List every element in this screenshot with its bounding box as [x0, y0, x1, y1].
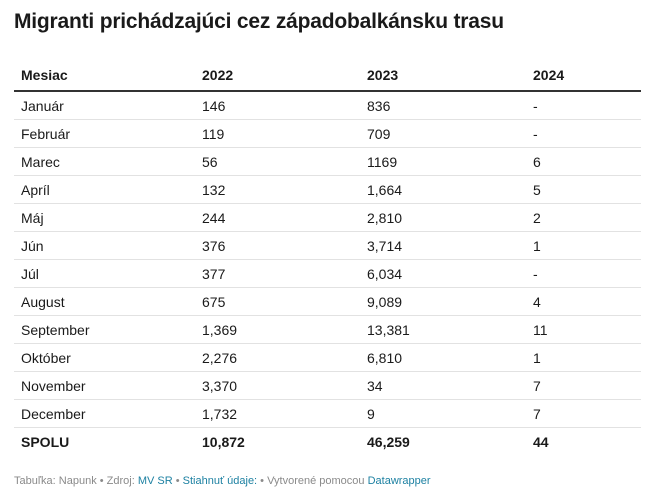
- footer-separator: •: [172, 475, 183, 487]
- cell-2024: -: [526, 259, 641, 288]
- table-row: Január 146 836-: [14, 91, 641, 120]
- cell-2024: 7: [526, 371, 641, 400]
- chart-footer: Tabuľka: Napunk • Zdroj: MV SR • Stiahnu…: [14, 475, 431, 487]
- cell-2023: 1,664: [360, 175, 526, 204]
- header-row: Mesiac 2022 2023 2024: [14, 59, 641, 92]
- cell-2022: 146: [195, 91, 360, 120]
- table-row: Júl 377 6,034-: [14, 259, 641, 288]
- cell-2022: 119: [195, 119, 360, 148]
- cell-2022: 132: [195, 175, 360, 204]
- table-row: September 1,369 13,381 11: [14, 315, 641, 344]
- cell-month: Marec: [14, 147, 195, 176]
- footer-prefix: Tabuľka: Napunk • Zdroj:: [14, 475, 138, 487]
- cell-2024: 6: [526, 147, 641, 176]
- cell-2024: -: [526, 119, 641, 148]
- cell-month: August: [14, 287, 195, 316]
- cell-month: December: [14, 399, 195, 428]
- cell-month: Jún: [14, 231, 195, 260]
- column-header-2022: 2022: [195, 59, 360, 92]
- cell-2024: 5: [526, 175, 641, 204]
- cell-month: Máj: [14, 203, 195, 232]
- cell-2023: 709: [360, 119, 526, 148]
- total-row: SPOLU 10,872 46,259 44: [14, 428, 641, 456]
- cell-2022: 2,276: [195, 343, 360, 372]
- cell-2024: 11: [526, 315, 641, 344]
- column-header-2024: 2024: [526, 59, 641, 92]
- cell-2024: 2: [526, 203, 641, 232]
- cell-2022: 244: [195, 203, 360, 232]
- table-row: Október 2,276 6,810 1: [14, 343, 641, 372]
- cell-2023: 6,034: [360, 259, 526, 288]
- cell-2023: 836: [360, 91, 526, 120]
- cell-2024: -: [526, 91, 641, 120]
- cell-2022: 376: [195, 231, 360, 260]
- cell-2023: 13,381: [360, 315, 526, 344]
- cell-month: SPOLU: [21, 433, 70, 450]
- cell-2023: 2,810: [360, 203, 526, 232]
- table-row: Február 119 709-: [14, 119, 641, 148]
- cell-2024: 1: [526, 231, 641, 260]
- table-row: December 1,732 9 7: [14, 399, 641, 428]
- cell-2022: 377: [195, 259, 360, 288]
- cell-2022: 1,732: [195, 399, 360, 428]
- table-row: Máj 244 2,810 2: [14, 203, 641, 232]
- cell-2022: 1,369: [195, 315, 360, 344]
- table-row: Marec 56 1169 6: [14, 147, 641, 176]
- cell-month: Február: [14, 119, 195, 148]
- cell-2022: 56: [195, 147, 360, 176]
- cell-2024: 44: [533, 433, 549, 450]
- table-row: August 675 9,089 4: [14, 287, 641, 316]
- cell-2022: 675: [195, 287, 360, 316]
- cell-2023: 3,714: [360, 231, 526, 260]
- column-header-2023: 2023: [360, 59, 526, 92]
- column-header-month: Mesiac: [14, 59, 195, 92]
- source-link[interactable]: MV SR: [137, 475, 173, 487]
- cell-month: Október: [14, 343, 195, 372]
- cell-month: Júl: [14, 259, 195, 288]
- footer-credit: • Vytvorené pomocou: [257, 475, 368, 487]
- download-data-link[interactable]: Stiahnuť údaje:: [182, 475, 258, 487]
- table-row: Apríl 132 1,664 5: [14, 175, 641, 204]
- cell-month: Január: [14, 91, 195, 120]
- cell-month: November: [14, 371, 195, 400]
- table-row: Jún 376 3,714 1: [14, 231, 641, 260]
- cell-2023: 46,259: [367, 433, 410, 450]
- cell-2024: 1: [526, 343, 641, 372]
- datawrapper-link[interactable]: Datawrapper: [367, 475, 431, 487]
- cell-2022: 10,872: [202, 433, 245, 450]
- table-row: November 3,370 34 7: [14, 371, 641, 400]
- cell-2023: 1169: [360, 147, 526, 176]
- cell-2023: 34: [360, 371, 526, 400]
- cell-2023: 9,089: [360, 287, 526, 316]
- cell-2023: 6,810: [360, 343, 526, 372]
- cell-2023: 9: [360, 399, 526, 428]
- cell-month: Apríl: [14, 175, 195, 204]
- cell-2024: 4: [526, 287, 641, 316]
- data-table: Mesiac 2022 2023 2024 Január 146 836- Febru…: [14, 59, 641, 455]
- cell-2024: 7: [526, 399, 641, 428]
- cell-month: September: [14, 315, 195, 344]
- cell-2022: 3,370: [195, 371, 360, 400]
- chart-title: Migranti prichádzajúci cez západobalkáns…: [14, 10, 504, 33]
